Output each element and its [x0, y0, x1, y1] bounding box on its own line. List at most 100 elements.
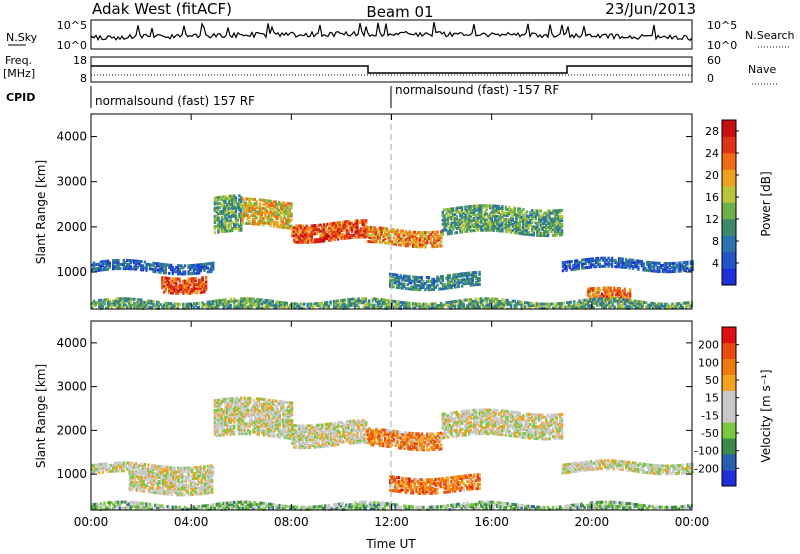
power-echo-cell	[538, 233, 541, 237]
power-echo-cell	[478, 272, 481, 276]
velocity-echo-cell	[91, 471, 94, 475]
power-echo-cell	[222, 230, 225, 233]
power-echo-cell	[141, 268, 145, 272]
velocity-echo-cell	[220, 412, 224, 415]
power-echo-cell	[331, 232, 335, 236]
power-echo-cell	[434, 304, 437, 308]
power-echo-cell	[431, 288, 434, 291]
power-echo-cell	[392, 232, 396, 236]
velocity-echo-cell	[172, 479, 175, 483]
power-echo-cell	[604, 296, 607, 300]
velocity-echo-cell	[133, 472, 137, 476]
power-echo-cell	[620, 293, 623, 297]
power-echo-cell	[524, 212, 527, 216]
power-echo-cell	[290, 304, 294, 308]
power-echo-cell	[255, 200, 258, 204]
velocity-echo-cell	[190, 468, 194, 472]
power-echo-cell	[443, 216, 446, 220]
power-echo-cell	[169, 279, 173, 283]
power-echo-cell	[183, 281, 187, 285]
power-echo-cell	[285, 226, 288, 230]
power-echo-cell	[518, 227, 522, 231]
velocity-echo-cell	[252, 404, 255, 408]
power-echo-cell	[370, 225, 373, 229]
velocity-echo-cell	[166, 471, 169, 475]
velocity-echo-cell	[175, 485, 179, 489]
power-echo-cell	[649, 263, 652, 267]
power-echo-cell	[408, 275, 411, 279]
velocity-echo-cell	[278, 423, 281, 427]
power-echo-cell	[334, 299, 338, 303]
velocity-echo-cell	[269, 420, 273, 424]
power-echo-cell	[623, 261, 626, 265]
power-echo-cell	[504, 230, 508, 233]
velocity-echo-cell	[91, 466, 94, 469]
power-echo-cell	[525, 218, 529, 222]
power-echo-cell	[259, 302, 262, 306]
power-echo-cell	[244, 213, 248, 217]
power-echo-cell	[176, 268, 180, 272]
power-echo-cell	[594, 297, 597, 301]
power-echo-cell	[450, 221, 453, 225]
power-echo-cell	[403, 303, 406, 307]
power-echo-cell	[406, 275, 409, 278]
velocity-echo-cell	[184, 475, 188, 479]
power-echo-cell	[546, 230, 550, 233]
power-echo-cell	[473, 273, 476, 277]
power-echo-cell	[303, 302, 306, 306]
power-echo-cell	[356, 233, 359, 237]
power-echo-cell	[260, 208, 263, 212]
power-echo-cell	[380, 298, 383, 302]
power-echo-cell	[224, 199, 227, 203]
cpid-strip: CPID normalsound (fast) 157 RF normalsou…	[6, 83, 559, 108]
velocity-echo-cell	[133, 478, 137, 482]
power-echo-cell	[336, 233, 340, 237]
power-echo-cell	[443, 287, 446, 290]
power-echo-cell	[171, 268, 174, 271]
power-echo-cell	[356, 225, 359, 229]
power-echo-cell	[466, 273, 469, 277]
power-echo-cell	[455, 208, 458, 212]
power-colorbar-swatch	[722, 169, 736, 187]
power-echo-cell	[464, 205, 467, 209]
power-colorbar-tick-label: 12	[705, 213, 719, 226]
power-echo-cell	[307, 232, 310, 236]
velocity-echo-cell	[222, 423, 225, 427]
power-echo-cell	[606, 294, 609, 298]
power-echo-cell	[286, 206, 290, 210]
velocity-echo-cell	[287, 434, 290, 438]
power-echo-cell	[420, 304, 423, 308]
velocity-echo-cell	[257, 425, 260, 428]
power-echo-cell	[264, 302, 267, 306]
power-echo-cell	[527, 214, 530, 218]
velocity-echo-cell	[189, 493, 193, 497]
power-echo-cell	[574, 304, 578, 308]
velocity-echo-cell	[254, 420, 257, 424]
velocity-echo-cell	[248, 414, 252, 418]
power-echo-cell	[227, 225, 231, 229]
power-echo-cell	[197, 271, 201, 275]
power-echo-cell	[497, 299, 501, 303]
power-echo-cell	[169, 302, 173, 306]
power-echo-cell	[466, 275, 469, 279]
power-echo-cell	[438, 306, 441, 309]
power-echo-cell	[688, 268, 691, 272]
velocity-echo-cell	[172, 481, 175, 485]
power-echo-cell	[460, 214, 464, 218]
power-echo-cell	[545, 215, 548, 219]
power-echo-cell	[652, 261, 656, 265]
power-echo-cell	[517, 211, 520, 215]
power-echo-cell	[175, 279, 178, 283]
power-echo-cell	[336, 225, 340, 229]
power-echo-cell	[417, 231, 420, 234]
power-echo-cell	[610, 258, 614, 262]
velocity-echo-cell	[276, 411, 280, 415]
power-echo-cell	[365, 221, 368, 225]
power-echo-cell	[577, 267, 580, 271]
power-echo-cell	[569, 304, 572, 308]
power-echo-cell	[275, 306, 278, 310]
power-echo-cell	[577, 265, 580, 269]
velocity-echo-cell	[268, 398, 271, 402]
power-echo-cell	[513, 227, 516, 231]
power-echo-cell	[473, 229, 476, 233]
